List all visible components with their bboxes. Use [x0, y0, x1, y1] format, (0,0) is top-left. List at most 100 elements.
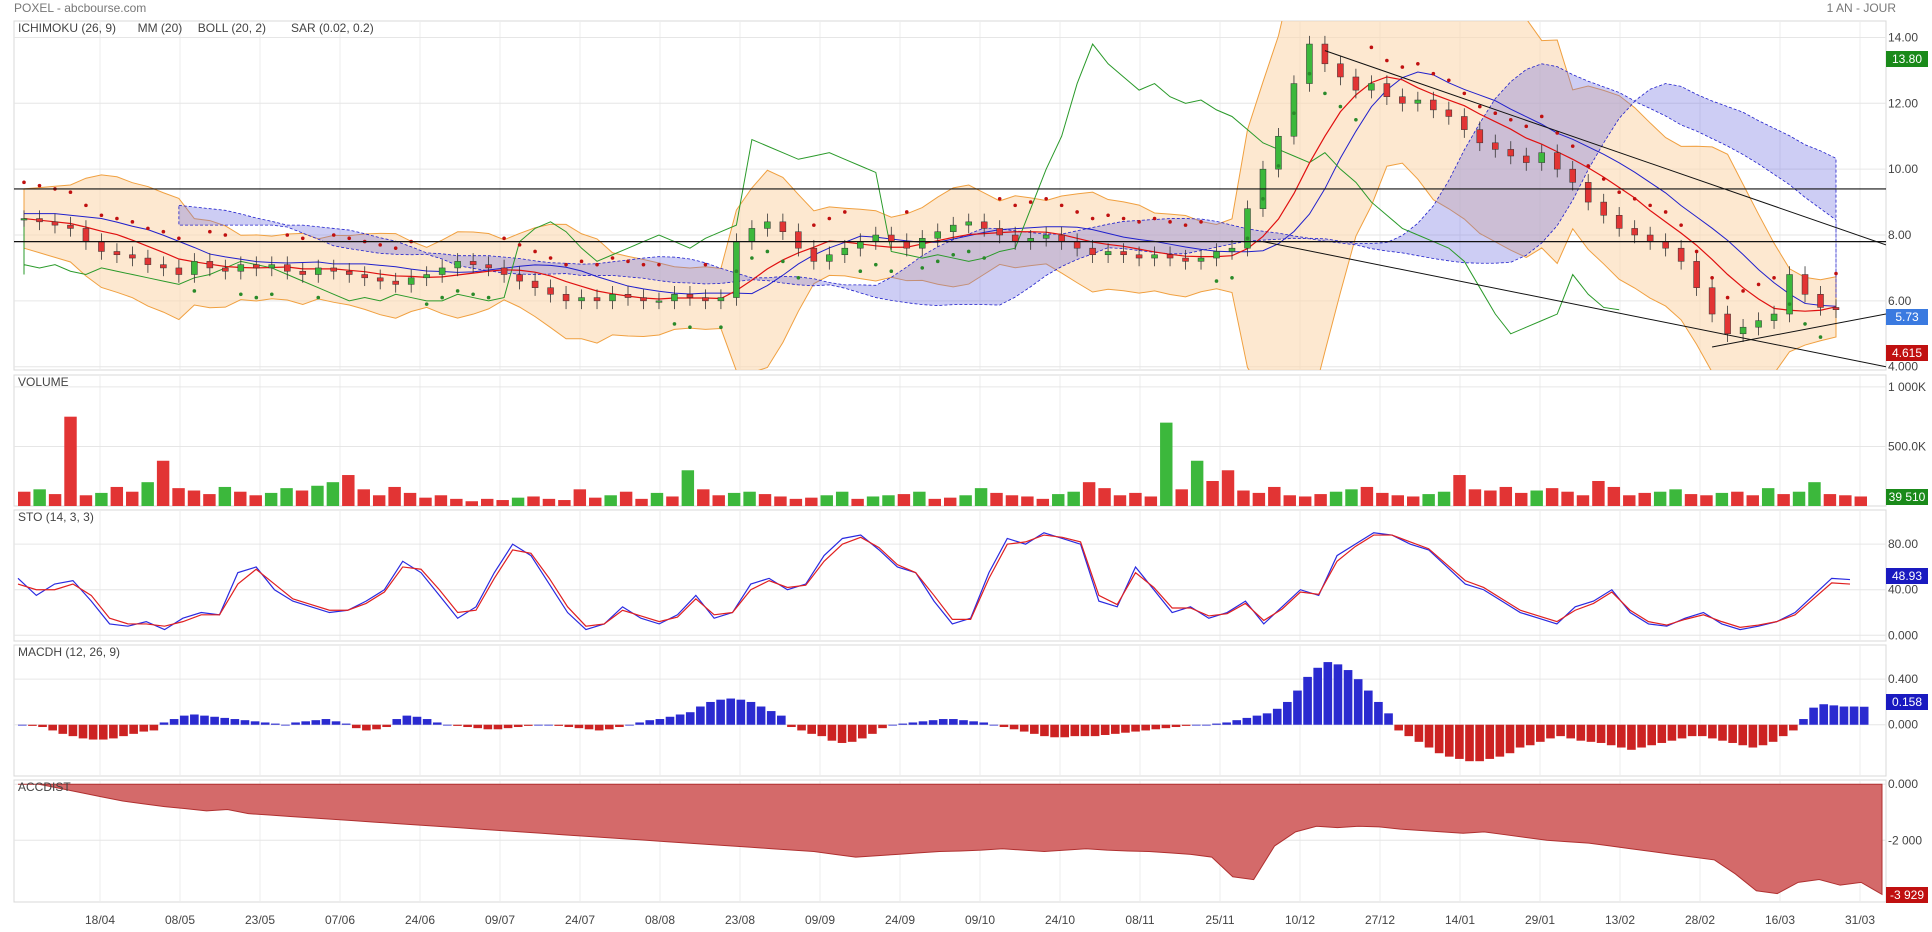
volume-bar [1067, 491, 1080, 506]
macd-bar [220, 717, 230, 725]
macd-bar [1546, 724, 1555, 739]
sar-dot [579, 259, 584, 264]
volume-bar [481, 498, 494, 506]
macd-bar [807, 724, 816, 734]
candle-body [1228, 247, 1236, 252]
macd-bar [604, 724, 614, 730]
volume-bar [1468, 489, 1482, 506]
macd-bar [625, 724, 634, 726]
macd-bar [412, 716, 422, 725]
candle-body [1120, 251, 1127, 256]
volume-bar [697, 489, 710, 506]
macd-bar [1384, 713, 1393, 725]
candle-body [1213, 251, 1220, 259]
sar-dot [130, 220, 135, 224]
candle-body [1569, 168, 1576, 183]
volume-bar [1221, 470, 1235, 506]
sar-dot [1323, 91, 1327, 96]
legends: ICHIMOKU (26, 9) MM (20) BOLL (20, 2) SAR (… [18, 21, 374, 794]
volume-bar [1052, 494, 1065, 506]
candle-body [1321, 43, 1329, 65]
macd-panel [18, 662, 1869, 762]
macd-bar [139, 724, 149, 732]
macd-bar [1242, 717, 1252, 725]
volume-bar [1237, 490, 1250, 506]
volume-bar [1530, 490, 1543, 506]
volume-bar [851, 498, 864, 506]
volume-bar [866, 496, 880, 506]
macd-bar [999, 724, 1009, 728]
macd-bar [291, 722, 300, 725]
sar-dot [904, 210, 909, 214]
macd-bar [716, 699, 725, 725]
x-tick-label: 24/06 [405, 913, 435, 927]
candle-body [717, 297, 725, 302]
sar-dot [1292, 111, 1296, 115]
sar-dot [1400, 65, 1405, 69]
moving-average-line [23, 76, 1837, 312]
volume-bar [511, 497, 525, 506]
macd-bar [979, 722, 989, 725]
macd-bar [493, 724, 503, 730]
macd-bar [129, 724, 138, 734]
macd-bar [706, 701, 715, 725]
sar-dot [192, 289, 197, 293]
macd-bar [1586, 724, 1596, 742]
volume-bar [1715, 492, 1729, 506]
candle-body [1662, 241, 1669, 249]
macd-bar [817, 724, 827, 737]
volume-bar [48, 494, 62, 506]
macd-bar [1859, 706, 1869, 725]
sar-dot [440, 295, 444, 300]
sar-dot [1261, 196, 1265, 201]
macd-bar [797, 724, 806, 731]
sto-d-line [17, 534, 1851, 628]
volume-bar [1669, 489, 1682, 506]
sar-dot [734, 269, 739, 274]
volume-bar [295, 490, 309, 506]
volume-bar [1422, 494, 1435, 506]
volume-bar [1082, 482, 1096, 506]
x-tick-label: 28/02 [1685, 913, 1715, 927]
macd-bar [341, 723, 351, 725]
macd-bar [1606, 724, 1616, 746]
macd-bar [68, 724, 78, 737]
candle-body [702, 297, 709, 302]
value-badges: 13.80 5.73 4.615 39 510 48.93 0.158 -3 929 [1886, 51, 1928, 903]
volume-bar [604, 495, 617, 506]
macd-bar [847, 724, 857, 742]
macd-bar [1161, 724, 1171, 729]
volume-bar [388, 486, 401, 506]
volume-bar [1731, 491, 1744, 506]
macd-legend: MACDH (12, 26, 9) [18, 645, 120, 659]
x-tick-label: 09/09 [805, 913, 835, 927]
macd-bar [1495, 724, 1505, 757]
candle-body [1151, 254, 1158, 259]
macd-bar [1687, 724, 1697, 737]
volume-bar [1823, 494, 1837, 506]
candle-body [1182, 257, 1189, 262]
macd-bar [281, 724, 290, 726]
candle-body [888, 234, 895, 242]
sar-dot [1354, 117, 1358, 122]
volume-bar [1268, 486, 1281, 506]
macd-bar [969, 721, 978, 725]
price-legend-item: SAR (0.02, 0.2) [291, 21, 374, 35]
sar-dot [688, 325, 692, 329]
volume-bar [465, 501, 478, 506]
x-tick-label: 18/04 [85, 913, 115, 927]
candle-body [1461, 116, 1468, 130]
chikou-line [23, 43, 1620, 335]
sar-dot [1106, 213, 1110, 218]
macd-bar [1525, 724, 1535, 746]
macd-bar [1424, 724, 1434, 748]
sar-dot [1772, 276, 1776, 280]
x-tick-label: 29/01 [1525, 913, 1555, 927]
sto-legend: STO (14, 3, 3) [18, 510, 94, 524]
candle-body [423, 274, 430, 279]
candle-body [748, 228, 756, 242]
volume-bar [264, 492, 278, 506]
volume-bar [1761, 488, 1775, 506]
macd-bar [615, 724, 624, 728]
volume-bar [882, 495, 895, 506]
